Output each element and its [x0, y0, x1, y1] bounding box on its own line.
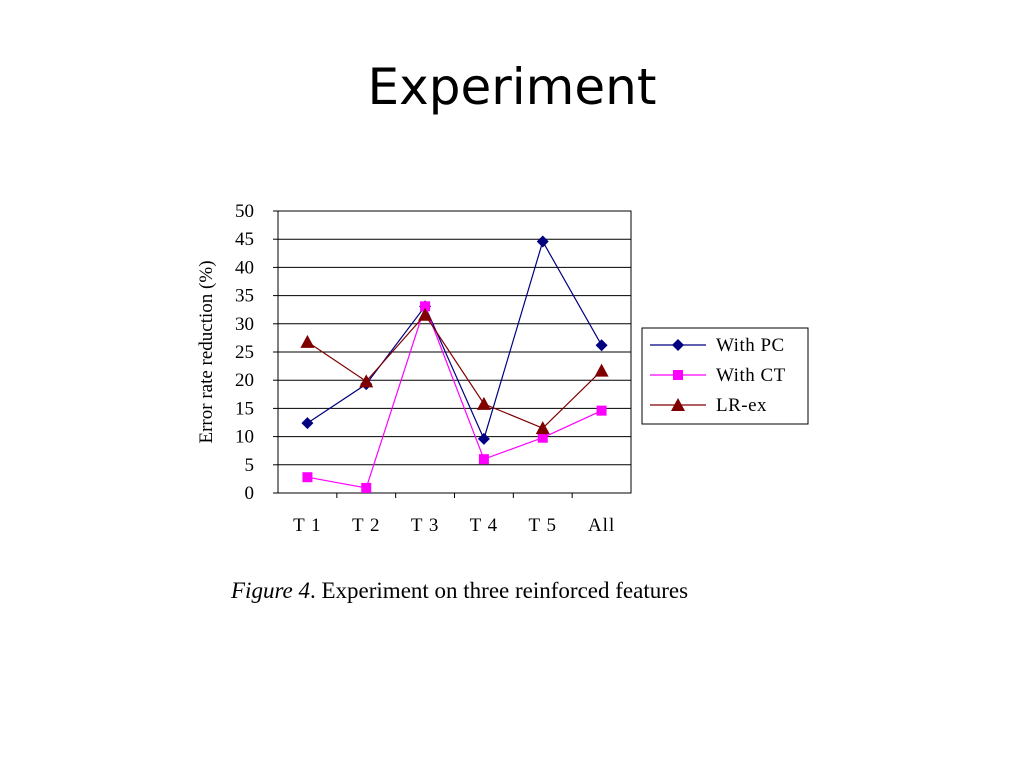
y-tick-label: 50: [235, 201, 254, 222]
data-point-marker: [359, 374, 374, 388]
series-2: [307, 313, 603, 429]
data-point-marker: [478, 454, 489, 465]
data-point-marker: [361, 482, 372, 493]
series-line: [307, 304, 602, 489]
legend-marker: [671, 398, 685, 411]
y-tick-label: 0: [245, 483, 255, 504]
y-tick-label: 15: [235, 398, 254, 419]
y-axis-title: Error rate reduction (%): [196, 260, 217, 443]
data-point-marker: [595, 339, 608, 352]
x-tick-label: T 1: [293, 515, 322, 536]
data-point-marker: [418, 307, 433, 321]
legend-marker: [672, 339, 684, 351]
data-point-marker: [476, 396, 491, 410]
data-point-marker: [535, 421, 550, 435]
legend-label: With CT: [716, 365, 786, 386]
legend-label: With PC: [716, 335, 785, 356]
x-tick-label: T 3: [411, 515, 440, 536]
x-tick-label: All: [588, 515, 615, 536]
figure-caption: Figure 4. Experiment on three reinforced…: [231, 578, 688, 604]
legend: With PC With CT LR-ex: [641, 327, 809, 425]
series-1-markers: [302, 301, 607, 493]
series-line: [307, 239, 603, 441]
y-tick-label: 5: [245, 455, 255, 476]
data-point-marker: [420, 301, 431, 312]
series-0-markers: [301, 235, 608, 445]
y-tick-label: 40: [235, 257, 254, 278]
legend-items: With PC With CT LR-ex: [650, 335, 786, 416]
x-tick-label: T 4: [470, 515, 499, 536]
legend-item: LR-ex: [650, 395, 767, 416]
data-point-marker: [300, 334, 315, 348]
legend-frame: [641, 327, 809, 425]
legend-marker: [673, 370, 683, 380]
series-2-markers: [300, 307, 609, 435]
x-tick-labels: T 1 T 2 T 3 T 4 T 5 All: [293, 515, 615, 536]
data-point-marker: [596, 405, 607, 416]
y-tick-label: 30: [235, 314, 254, 335]
legend-item: With CT: [650, 365, 786, 386]
y-tick-label: 10: [235, 427, 254, 448]
data-point-marker: [302, 472, 313, 483]
series-line: [307, 313, 603, 429]
slide-title: Experiment: [367, 58, 657, 116]
y-tick-label: 25: [235, 342, 254, 363]
figure-caption-label: Figure 4: [231, 578, 310, 603]
y-tick-label: 35: [235, 286, 254, 307]
data-point-marker: [536, 235, 549, 248]
figure-caption-text: . Experiment on three reinforced feature…: [310, 578, 689, 603]
y-tick-labels: 0 5 10 15 20 25 30 35 40 45 50: [235, 201, 254, 504]
data-point-marker: [537, 432, 548, 443]
x-tick-label: T 5: [528, 515, 557, 536]
legend-label: LR-ex: [716, 395, 767, 416]
legend-item: With PC: [650, 335, 785, 356]
series-0: [307, 239, 603, 441]
data-point-marker: [594, 363, 609, 377]
y-tick-label: 45: [235, 229, 254, 250]
chart-gridlines: [273, 210, 631, 494]
y-tick-label: 20: [235, 370, 254, 391]
data-point-marker: [301, 417, 314, 430]
x-tick-marks: [336, 493, 573, 498]
series-1: [307, 304, 602, 489]
data-point-marker: [477, 432, 490, 445]
x-tick-label: T 2: [352, 515, 381, 536]
series-layer: [300, 235, 609, 493]
